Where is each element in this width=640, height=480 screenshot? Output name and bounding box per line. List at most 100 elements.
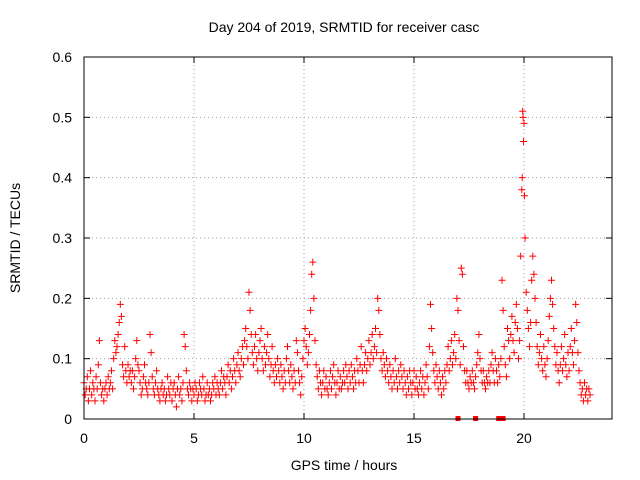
data-point	[397, 361, 405, 369]
data-point	[297, 391, 305, 399]
data-point	[134, 361, 142, 369]
data-point	[113, 343, 121, 351]
data-point	[264, 331, 272, 339]
data-point	[449, 361, 456, 369]
data-point	[563, 373, 571, 381]
data-point	[500, 343, 508, 351]
data-point	[581, 379, 588, 387]
data-point	[386, 361, 394, 369]
data-point	[458, 270, 466, 278]
data-point	[108, 367, 115, 375]
data-point	[158, 379, 166, 387]
data-point	[442, 379, 450, 387]
data-point	[295, 367, 302, 375]
data-point	[508, 312, 516, 320]
data-point	[180, 331, 188, 339]
data-point	[519, 113, 527, 121]
data-point	[488, 349, 496, 357]
data-point	[115, 318, 123, 326]
data-point	[312, 361, 320, 369]
data-point	[366, 361, 374, 369]
data-point	[574, 349, 582, 357]
data-point	[420, 391, 428, 399]
data-point	[179, 379, 187, 387]
data-point	[128, 367, 136, 375]
data-point	[551, 343, 559, 351]
chart-title: Day 204 of 2019, SRMTID for receiver cas…	[209, 19, 480, 35]
data-point	[405, 385, 412, 393]
data-point	[287, 361, 295, 369]
data-point	[320, 367, 328, 375]
data-point	[304, 349, 312, 357]
data-point	[124, 361, 132, 369]
x-tick-label: 0	[80, 430, 88, 446]
data-point	[469, 379, 477, 387]
data-point	[306, 331, 313, 339]
data-point	[259, 367, 267, 375]
data-point	[148, 373, 156, 381]
data-point	[524, 325, 532, 332]
data-point	[242, 325, 250, 332]
data-point	[530, 270, 538, 278]
data-point	[409, 379, 417, 387]
data-point	[207, 397, 214, 405]
data-point	[557, 343, 565, 351]
data-point	[298, 373, 306, 381]
data-point	[521, 234, 529, 242]
data-point	[520, 119, 528, 127]
data-point	[391, 355, 399, 363]
data-point	[111, 337, 119, 345]
data-point	[114, 331, 122, 339]
data-point	[240, 361, 247, 369]
x-axis-title: GPS time / hours	[291, 457, 398, 473]
data-point	[288, 373, 296, 381]
data-point	[95, 337, 103, 345]
data-point	[336, 373, 344, 381]
data-point	[516, 337, 524, 345]
data-point	[454, 306, 462, 314]
data-point	[147, 349, 155, 357]
data-point	[408, 391, 416, 399]
data-point	[350, 385, 357, 393]
data-point	[103, 391, 111, 399]
data-point	[456, 361, 464, 369]
data-point	[565, 367, 573, 375]
data-point	[535, 349, 543, 357]
data-point	[299, 355, 307, 363]
data-point	[141, 361, 148, 369]
data-point	[549, 300, 557, 308]
data-point	[313, 373, 321, 381]
data-point	[164, 373, 172, 381]
data-point	[376, 331, 384, 339]
data-point	[260, 343, 268, 351]
data-point	[450, 349, 458, 357]
data-point	[507, 331, 515, 339]
data-point	[227, 385, 235, 393]
data-point	[432, 361, 440, 369]
data-point	[518, 174, 526, 182]
data-point	[474, 349, 482, 357]
data-point	[421, 379, 429, 387]
data-point	[494, 379, 502, 387]
axis-ticks	[83, 56, 612, 420]
data-point	[289, 385, 297, 393]
data-point	[457, 264, 465, 272]
data-point	[567, 325, 575, 332]
data-point	[303, 361, 311, 369]
data-point	[455, 337, 463, 345]
data-point	[555, 379, 563, 387]
data-point	[176, 391, 184, 399]
data-point	[520, 192, 528, 200]
data-point	[575, 367, 583, 375]
data-point	[332, 391, 340, 399]
data-point	[265, 355, 273, 363]
data-point	[468, 367, 476, 375]
data-point	[296, 379, 304, 387]
data-point	[274, 355, 282, 363]
data-point	[83, 373, 91, 381]
data-point	[499, 306, 507, 314]
data-point	[365, 337, 373, 345]
data-point	[225, 379, 233, 387]
y-tick-label: 0.4	[53, 170, 73, 186]
